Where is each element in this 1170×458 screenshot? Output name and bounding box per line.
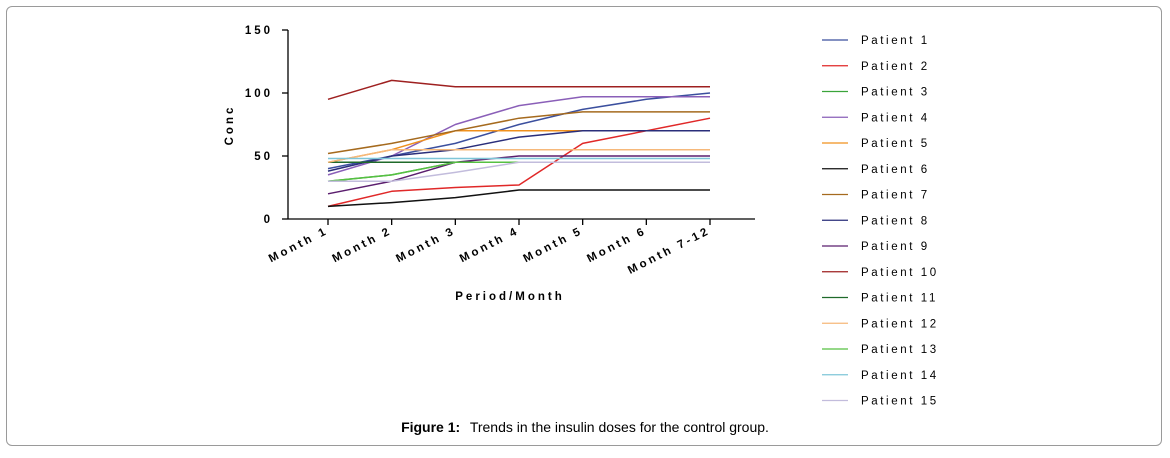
- y-tick-label: 150: [245, 25, 273, 37]
- figure-caption: Figure 1: Trends in the insulin doses fo…: [0, 419, 1170, 435]
- y-axis-title: Conc: [224, 105, 236, 146]
- caption-label: Figure 1:: [401, 419, 461, 435]
- legend-label: Patient 1: [861, 35, 930, 47]
- legend-label: Patient 6: [861, 164, 930, 176]
- x-tick-label: Month 3: [394, 225, 457, 265]
- series-line: [327, 111, 710, 155]
- x-tick-label: Month 1: [267, 225, 330, 265]
- legend-label: Patient 5: [861, 138, 930, 150]
- x-axis-title: Period/Month: [455, 291, 564, 303]
- series-line: [327, 161, 710, 182]
- x-tick-label: Month 2: [331, 225, 394, 265]
- chart-axes: 0 50 100 150 Month 1 Month 2 Month 3 Month 4 Mon…: [245, 25, 755, 277]
- legend-label: Patient 2: [861, 61, 930, 73]
- series-line: [327, 130, 710, 172]
- y-tick-label: 0: [264, 214, 273, 226]
- legend-label: Patient 3: [861, 87, 930, 99]
- legend-label: Patient 11: [861, 293, 938, 305]
- chart-legend: Patient 1 Patient 2 Patient 3 Patient 4 Pati…: [822, 35, 939, 408]
- legend-label: Patient 12: [861, 318, 939, 330]
- legend-label: Patient 9: [861, 241, 930, 253]
- x-tick-label: Month 5: [522, 225, 585, 265]
- caption-text: Trends in the insulin doses for the cont…: [469, 419, 769, 435]
- legend-label: Patient 10: [861, 267, 939, 279]
- series-line: [328, 161, 710, 182]
- legend-label: Patient 15: [861, 396, 939, 408]
- y-tick-label: 50: [254, 151, 273, 163]
- series-line: [327, 148, 710, 164]
- series-line: [327, 161, 710, 182]
- series-line: [327, 189, 710, 208]
- legend-label: Patient 8: [861, 215, 930, 227]
- series-line: [327, 96, 710, 176]
- y-tick-label: 100: [245, 88, 273, 100]
- series-line: [327, 79, 710, 101]
- legend-label: Patient 14: [861, 370, 939, 382]
- figure-frame: [6, 6, 1162, 446]
- legend-label: Patient 4: [861, 112, 930, 124]
- chart-series: [327, 79, 711, 208]
- legend-label: Patient 13: [861, 344, 939, 356]
- legend-label: Patient 7: [861, 190, 930, 202]
- x-tick-label: Month 4: [458, 225, 521, 265]
